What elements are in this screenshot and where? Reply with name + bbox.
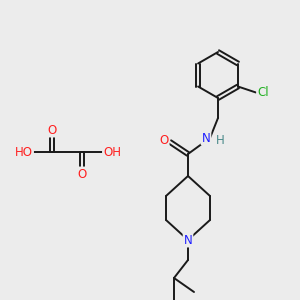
Text: Cl: Cl <box>257 86 269 99</box>
Text: O: O <box>47 124 57 136</box>
Text: HO: HO <box>15 146 33 158</box>
Text: N: N <box>184 233 192 247</box>
Text: H: H <box>216 134 224 146</box>
Text: N: N <box>202 131 210 145</box>
Text: OH: OH <box>103 146 121 158</box>
Text: O: O <box>159 134 169 146</box>
Text: O: O <box>77 167 87 181</box>
